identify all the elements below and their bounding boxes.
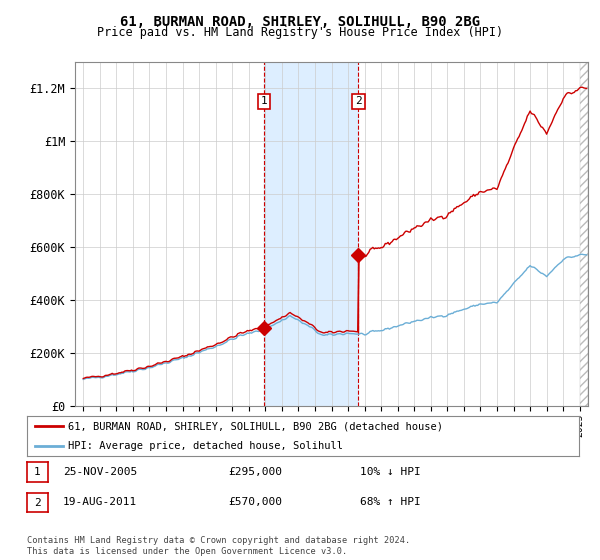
Text: £295,000: £295,000 xyxy=(228,466,282,477)
Text: 2: 2 xyxy=(34,498,41,507)
Text: HPI: Average price, detached house, Solihull: HPI: Average price, detached house, Soli… xyxy=(68,441,343,451)
Text: 10% ↓ HPI: 10% ↓ HPI xyxy=(360,466,421,477)
Text: 61, BURMAN ROAD, SHIRLEY, SOLIHULL, B90 2BG: 61, BURMAN ROAD, SHIRLEY, SOLIHULL, B90 … xyxy=(120,15,480,29)
Text: 2: 2 xyxy=(355,96,362,106)
Text: 68% ↑ HPI: 68% ↑ HPI xyxy=(360,497,421,507)
Text: 1: 1 xyxy=(34,467,41,477)
Text: 25-NOV-2005: 25-NOV-2005 xyxy=(63,466,137,477)
Bar xyxy=(264,62,358,406)
Text: £570,000: £570,000 xyxy=(228,497,282,507)
Text: Contains HM Land Registry data © Crown copyright and database right 2024.
This d: Contains HM Land Registry data © Crown c… xyxy=(27,536,410,556)
Text: 1: 1 xyxy=(260,96,268,106)
Text: 19-AUG-2011: 19-AUG-2011 xyxy=(63,497,137,507)
Text: 61, BURMAN ROAD, SHIRLEY, SOLIHULL, B90 2BG (detached house): 61, BURMAN ROAD, SHIRLEY, SOLIHULL, B90 … xyxy=(68,421,443,431)
Text: Price paid vs. HM Land Registry's House Price Index (HPI): Price paid vs. HM Land Registry's House … xyxy=(97,26,503,39)
